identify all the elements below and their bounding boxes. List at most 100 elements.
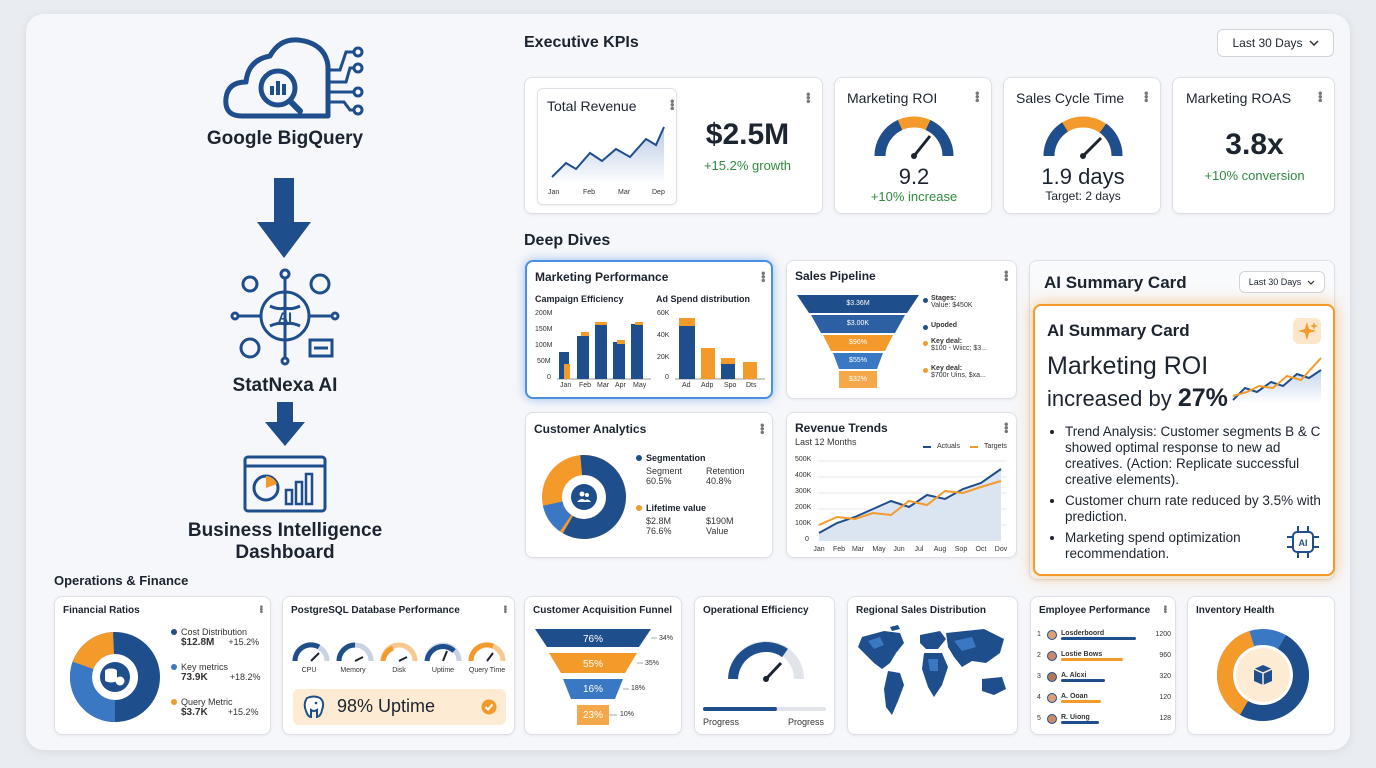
kpi-roi-value: 9.2 — [898, 164, 930, 189]
bar — [617, 340, 625, 344]
sparkle-icon[interactable] — [1293, 318, 1321, 344]
sales-pipeline-card[interactable]: Sales Pipeline ••• $3.36M $3.00K $96% $5… — [786, 260, 1017, 399]
financial-ratios-card[interactable]: Financial Ratios ••• Cost Distribution $… — [54, 596, 271, 735]
revenue-trends-xaxis: Jan Feb Mar May Jun Jul Aug Sop Oct Dov — [813, 546, 1007, 553]
more-icon[interactable]: ••• — [499, 605, 510, 613]
ai-brain-icon: AI — [230, 268, 340, 366]
date-filter-dropdown[interactable]: Last 30 Days — [1217, 29, 1334, 57]
seg-value: 40.8% — [706, 476, 732, 486]
gauge-label: CPU — [301, 667, 317, 674]
postgres-title: PostgreSQL Database Performance — [291, 605, 460, 616]
gauge-label: Uptime — [431, 667, 455, 674]
svg-text:Jun: Jun — [893, 546, 904, 553]
ai-date-filter-dropdown[interactable]: Last 30 Days — [1239, 271, 1325, 293]
employee-name: R. Uiong — [1061, 713, 1090, 721]
pipeline-panel: Google BigQuery AI StatNexa AI Business … — [170, 30, 400, 570]
more-icon[interactable]: ••• — [756, 271, 771, 282]
note-row: Upoded — [923, 322, 1015, 338]
kpi-sales-cycle[interactable]: Sales Cycle Time ••• 1.9 days Target: 2 … — [1003, 77, 1161, 214]
ai-bullet-list: Trend Analysis: Customer segments B & C … — [1065, 424, 1323, 562]
customer-analytics-card[interactable]: Customer Analytics ••• Segmentation Segm… — [525, 412, 773, 558]
gauge-label: Disk — [392, 667, 406, 674]
kpi-marketing-roi[interactable]: Marketing ROI ••• 9.2 +10% increase — [834, 77, 992, 214]
y-tick: 0 — [547, 374, 551, 381]
employee-value: 1200 — [1155, 631, 1171, 638]
gauge-label: Memory — [340, 667, 366, 674]
customer-analytics-title: Customer Analytics — [534, 422, 647, 436]
kpi-total-revenue[interactable]: Total Revenue ••• Jan Feb Mar Dep $2.5M … — [524, 77, 823, 214]
funnel-stage: $55% — [849, 357, 867, 364]
more-icon[interactable]: ••• — [1313, 91, 1328, 102]
ai-summary-card-title: AI Summary Card — [1047, 321, 1190, 340]
regional-sales-card[interactable]: Regional Sales Distribution — [847, 596, 1018, 735]
marketing-performance-card[interactable]: Marketing Performance ••• Campaign Effic… — [525, 260, 773, 399]
employee-name: A. Ooan — [1061, 692, 1088, 700]
legend-targets: Targets — [983, 443, 1007, 450]
operational-efficiency-card[interactable]: Operational Efficiency Progress Progress — [694, 596, 835, 735]
kpi-roas-title: Marketing ROAS — [1186, 90, 1292, 106]
marketing-performance-title: Marketing Performance — [535, 270, 669, 284]
more-icon[interactable]: ••• — [1139, 91, 1154, 102]
employee-performance-card[interactable]: Employee Performance ••• 1 Losderboord 1… — [1030, 596, 1176, 735]
inventory-health-card[interactable]: Inventory Health — [1187, 596, 1335, 735]
employee-row[interactable]: 5 R. Uiong 128 — [1037, 708, 1171, 729]
kpi-roas-value: 3.8x — [1225, 128, 1284, 161]
employee-bar — [1061, 657, 1123, 661]
bigquery-label: Google BigQuery — [206, 128, 364, 149]
avatar — [1047, 713, 1057, 724]
funnel-stage: $32% — [849, 376, 867, 383]
avatar — [1047, 671, 1057, 682]
employee-rank: 5 — [1037, 715, 1041, 722]
chevron-down-icon — [1308, 40, 1319, 46]
more-icon[interactable]: ••• — [755, 423, 770, 434]
more-icon[interactable]: ••• — [999, 270, 1014, 281]
more-icon[interactable]: ••• — [970, 91, 985, 102]
seg-label: Segment — [646, 466, 683, 476]
legend-actuals: Actuals — [937, 443, 960, 450]
fin-item-value: $12.8M — [181, 637, 215, 648]
kpi-marketing-roas[interactable]: Marketing ROAS ••• 3.8x +10% conversion — [1172, 77, 1335, 214]
y-tick: 50M — [537, 358, 551, 365]
ai-chip-icon[interactable]: AI — [1285, 524, 1321, 560]
financial-donut — [70, 632, 160, 722]
uptime-banner: 98% Uptime — [293, 689, 506, 725]
ai-summary-header-title: AI Summary Card — [1044, 273, 1187, 292]
revenue-trends-card[interactable]: Revenue Trends Last 12 Months ••• Actual… — [786, 412, 1017, 558]
avatar — [1047, 692, 1057, 703]
bar — [595, 322, 607, 325]
campaign-efficiency-title: Campaign Efficiency — [535, 294, 624, 304]
kpi-sales-cycle-value: 1.9 days — [1041, 164, 1125, 189]
ai-headline-1: Marketing ROI — [1047, 352, 1209, 380]
y-tick: 200K — [795, 504, 812, 511]
employee-name: Losderboord — [1061, 629, 1105, 637]
employee-bar — [1061, 699, 1101, 703]
more-icon[interactable]: ••• — [801, 92, 816, 103]
more-icon[interactable]: ••• — [999, 422, 1014, 433]
employee-row[interactable]: 3 A. Alcxi 320 — [1037, 666, 1171, 687]
employee-row[interactable]: 4 A. Ooan 120 — [1037, 687, 1171, 708]
employee-row[interactable]: 1 Losderboord 1200 — [1037, 624, 1171, 645]
ai-headline-2a: increased by — [1047, 386, 1178, 411]
employee-rank: 2 — [1037, 652, 1041, 659]
more-icon[interactable]: ••• — [1159, 605, 1170, 613]
arrow-down-icon — [257, 178, 311, 258]
svg-text:Mar: Mar — [852, 546, 865, 553]
pipeline-notes: Stages: Value: $450K Upoded Key deal: $100… — [923, 295, 1015, 392]
bar — [635, 322, 643, 325]
bar — [679, 318, 695, 326]
postgres-card[interactable]: PostgreSQL Database Performance ••• CPU … — [282, 596, 515, 735]
employee-bar — [1061, 678, 1105, 682]
x-tick: Mar — [597, 382, 610, 389]
legend: Actuals Targets — [923, 443, 1007, 450]
acquisition-funnel-card[interactable]: Customer Acquisition Funnel 76% 55% 16% … — [524, 596, 682, 735]
svg-text:Feb: Feb — [833, 546, 845, 553]
ai-summary-card[interactable]: AI Summary Card Marketing ROI increased … — [1033, 304, 1335, 576]
kpi-revenue-title: Total Revenue — [547, 98, 637, 114]
employee-bar — [1061, 720, 1099, 724]
more-icon[interactable]: ••• — [665, 99, 677, 110]
note-sub: Value: $450K — [931, 302, 973, 309]
employee-row[interactable]: 2 Lostie Bows 960 — [1037, 645, 1171, 666]
more-icon[interactable]: ••• — [255, 605, 266, 613]
seg-value: 60.5% — [646, 476, 672, 486]
ai-bullet: Marketing spend optimization recommendat… — [1065, 530, 1275, 562]
